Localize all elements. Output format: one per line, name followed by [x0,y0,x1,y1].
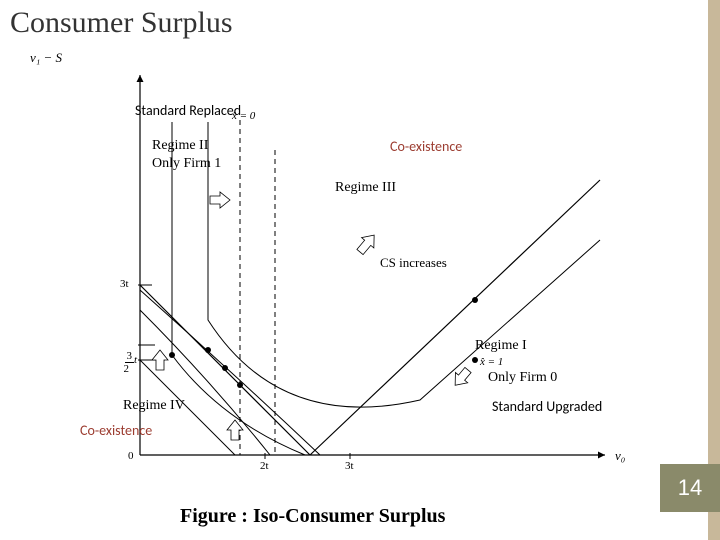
xhat1-label: x̂ = 1 [480,356,503,368]
x-axis-label: v₀ [615,448,625,464]
x-tick-2t: 2t [260,460,269,472]
regime3-label: Regime III [335,180,396,196]
sidebar-accent [708,0,720,540]
cs-increases-label: CS increases [380,255,447,271]
figure-caption: Figure : Iso-Consumer Surplus [180,505,445,528]
regime1-label: Regime I [475,338,527,354]
regime2-label-a: Regime II [152,138,208,154]
page-number: 14 [678,475,702,501]
coexistence-bottom-label: Co-existence [80,422,152,439]
page-title: Consumer Surplus [10,6,233,40]
x-tick-3t: 3t [345,460,354,472]
xhat0-label: x̂ = 0 [232,110,255,122]
y-tick-32t: 32t [110,350,134,375]
diagram-area: v₁ − S v₀ 0 2t 3t 3t 32t Standard Replac… [60,60,640,490]
standard-upgraded-label: Standard Upgraded [492,398,602,415]
regime4-label: Regime IV [123,398,185,414]
coexistence-top-label: Co-existence [390,138,462,155]
page-number-box: 14 [660,464,720,512]
standard-replaced-label: Standard Replaced [135,102,241,119]
only-firm0-label: Only Firm 0 [488,370,557,386]
y-axis-label: v₁ − S [30,50,62,66]
regime2-label-b: Only Firm 1 [152,156,221,172]
origin-label: 0 [128,450,134,462]
y-tick-3t: 3t [120,278,129,290]
